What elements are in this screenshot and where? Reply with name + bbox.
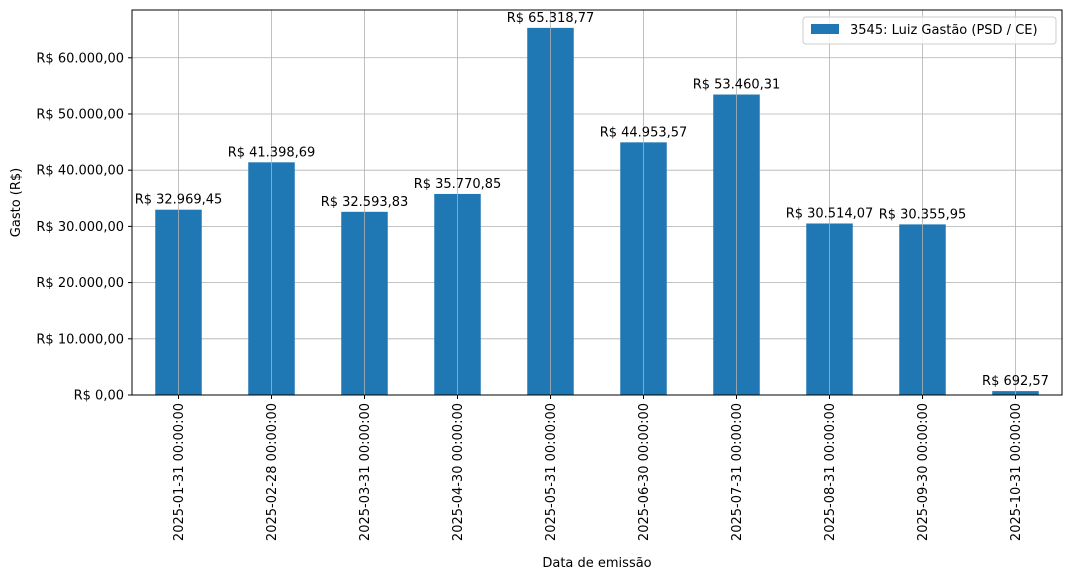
y-axis-ticks: R$ 0,00 R$ 10.000,00 R$ 20.000,00 R$ 30.000… <box>36 51 132 404</box>
y-tick-label: R$ 50.000,00 <box>36 107 124 122</box>
y-axis-label: Gasto (R$) <box>9 168 24 237</box>
y-tick-label: R$ 60.000,00 <box>36 51 124 66</box>
x-tick-label: 2025-07-31 00:00:00 <box>730 403 745 541</box>
y-tick-label: R$ 40.000,00 <box>36 164 124 179</box>
vertical-grid-lines <box>178 10 1016 395</box>
legend-entry: 3545: Luiz Gastão (PSD / CE) <box>850 23 1038 38</box>
bar-value-label: R$ 32.593,83 <box>321 195 409 210</box>
x-tick-label: 2025-06-30 00:00:00 <box>637 403 652 541</box>
bar-value-label: R$ 35.770,85 <box>414 177 502 192</box>
x-tick-label: 2025-05-31 00:00:00 <box>544 403 559 541</box>
x-tick-label: 2025-10-31 00:00:00 <box>1009 403 1024 541</box>
bar-value-label: R$ 41.398,69 <box>228 145 316 160</box>
x-tick-label: 2025-02-28 00:00:00 <box>265 403 280 541</box>
y-tick-label: R$ 20.000,00 <box>36 276 124 291</box>
y-tick-label: R$ 10.000,00 <box>36 332 124 347</box>
legend-swatch <box>811 24 839 34</box>
y-tick-label: R$ 30.000,00 <box>36 220 124 235</box>
x-tick-label: 2025-04-30 00:00:00 <box>451 403 466 541</box>
bar-value-label: R$ 692,57 <box>982 374 1049 389</box>
bar-value-label: R$ 65.318,77 <box>507 11 595 26</box>
x-axis-ticks: 2025-01-31 00:00:00 2025-02-28 00:00:00 20… <box>172 395 1024 541</box>
x-tick-label: 2025-08-31 00:00:00 <box>823 403 838 541</box>
x-tick-label: 2025-03-31 00:00:00 <box>358 403 373 541</box>
x-tick-label: 2025-09-30 00:00:00 <box>916 403 931 541</box>
bar-value-label: R$ 32.969,45 <box>135 193 223 208</box>
legend: 3545: Luiz Gastão (PSD / CE) <box>802 16 1057 45</box>
x-axis-label: Data de emissão <box>542 556 651 571</box>
y-tick-label: R$ 0,00 <box>74 389 124 404</box>
bar-value-label: R$ 30.514,07 <box>786 206 874 221</box>
bar-value-label: R$ 44.953,57 <box>600 125 688 140</box>
plot-frame <box>131 9 1063 396</box>
bar-value-label: R$ 53.460,31 <box>693 78 781 93</box>
data-labels: R$ 32.969,45 R$ 41.398,69 R$ 32.593,83 R$ 3… <box>135 11 1049 389</box>
bar-value-label: R$ 30.355,95 <box>879 207 967 222</box>
x-tick-label: 2025-01-31 00:00:00 <box>172 403 187 541</box>
legend-box <box>802 16 1057 45</box>
